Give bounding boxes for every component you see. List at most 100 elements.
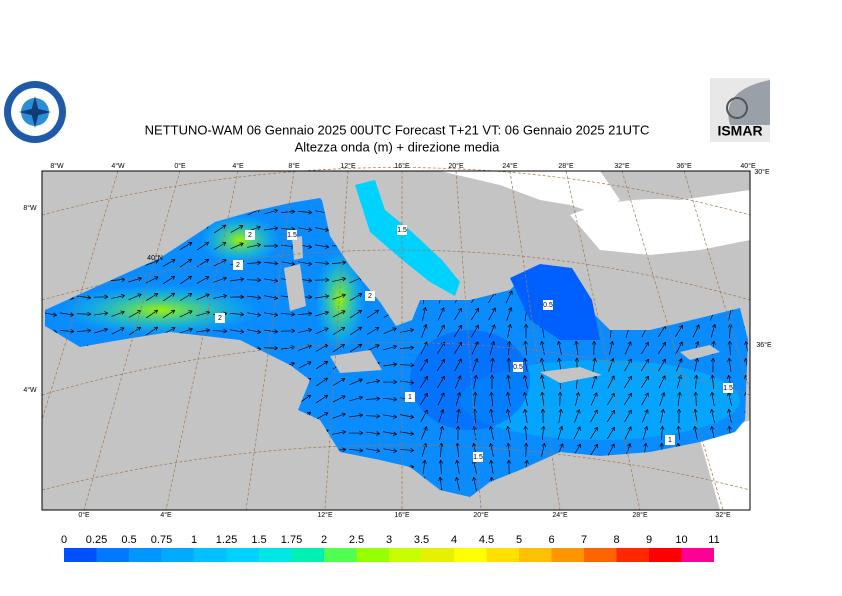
top-label: 8°E: [288, 162, 300, 170]
colorbar-label: 5: [516, 534, 522, 546]
wave-direction: [471, 324, 479, 338]
top-label: 12°E: [340, 162, 356, 170]
wave-direction: [472, 476, 477, 491]
wave-direction: [592, 357, 597, 372]
wave-direction: [59, 329, 75, 334]
wave-direction: [607, 426, 616, 440]
wave-direction: [727, 357, 732, 372]
colorbar-label: 4.5: [479, 534, 494, 546]
wave-direction: [45, 312, 58, 317]
wave-direction: [213, 276, 227, 283]
wave-direction: [710, 391, 715, 406]
wave-direction: [298, 261, 313, 266]
wave-direction: [590, 409, 598, 423]
wave-direction: [332, 277, 347, 282]
contour-label-bg: [233, 260, 243, 270]
wave-field: [60, 285, 260, 335]
wave-direction: [314, 277, 330, 283]
wave-direction: [727, 408, 732, 423]
wave-direction: [230, 329, 245, 334]
wave-direction: [332, 378, 346, 386]
wave-direction: [710, 357, 716, 373]
wave-direction: [710, 324, 717, 338]
right-label: 30°E: [754, 168, 770, 176]
colorbar-label: 1: [191, 534, 197, 546]
wave-direction: [438, 459, 444, 475]
wave-direction: [589, 443, 599, 457]
wave-direction: [437, 324, 445, 338]
wave-field: [315, 250, 365, 350]
contour-label: 0.5: [513, 364, 523, 371]
wave-direction: [523, 323, 529, 339]
top-label: 36°E: [676, 162, 692, 170]
wave-direction: [179, 293, 193, 301]
wave-direction: [609, 340, 615, 355]
graticule: [324, 170, 349, 511]
logo-left: [4, 81, 66, 143]
wave-direction: [297, 210, 313, 215]
wave-direction: [506, 307, 513, 321]
wave-direction: [490, 357, 495, 372]
wave-direction: [589, 426, 599, 440]
wave-direction: [212, 328, 228, 334]
wave-direction: [350, 326, 363, 336]
wave-direction: [333, 343, 346, 353]
wave-direction: [507, 323, 512, 338]
wave-direction: [540, 408, 546, 424]
wave-direction: [179, 241, 193, 250]
colorbar-label: 0: [61, 534, 67, 546]
wave-direction: [246, 260, 262, 265]
wave-direction: [366, 344, 380, 352]
graticule: [245, 170, 295, 511]
wave-direction: [366, 309, 380, 319]
wave-direction: [264, 278, 279, 283]
wave-direction: [94, 311, 109, 316]
wave-direction: [710, 374, 715, 389]
wave-direction: [456, 408, 461, 423]
wave-direction: [400, 414, 415, 419]
colorbar-swatch: [454, 548, 487, 562]
wave-direction: [383, 362, 398, 367]
wave-direction: [280, 312, 296, 317]
graticule: [683, 170, 751, 391]
wave-direction: [540, 340, 545, 355]
colorbar-label: 7: [581, 534, 587, 546]
wave-direction: [727, 340, 733, 356]
wave-direction: [383, 414, 398, 419]
top-label: 8°W: [50, 162, 64, 170]
wave-direction: [506, 442, 511, 457]
wave-direction: [348, 448, 364, 453]
wave-direction: [349, 293, 363, 301]
wave-direction: [506, 357, 512, 373]
top-label: 32°E: [614, 162, 630, 170]
wave-direction: [331, 260, 347, 265]
colorbar-swatch: [161, 548, 194, 562]
wave-direction: [111, 294, 126, 299]
top-label: 4°W: [111, 162, 125, 170]
wave-direction: [505, 290, 513, 304]
wave-direction: [366, 448, 381, 453]
wave-direction: [455, 425, 461, 441]
contour-label-bg: [397, 225, 407, 235]
wave-direction: [506, 459, 512, 475]
wave-direction: [263, 243, 279, 249]
wave-direction: [420, 341, 428, 355]
colorbar-label: 3: [386, 534, 392, 546]
wave-direction: [541, 442, 547, 457]
colorbar-label: 0.75: [151, 534, 172, 546]
contour-label: 1.5: [723, 385, 733, 392]
wave-direction: [660, 425, 665, 441]
wave-direction: [557, 426, 564, 440]
bottom-label: 20°E: [473, 511, 489, 519]
wave-direction: [641, 409, 649, 423]
wave-direction: [523, 442, 529, 458]
bottom-label: 0°E: [78, 511, 90, 519]
wave-direction: [382, 379, 398, 385]
wave-direction: [658, 375, 666, 389]
wave-direction: [660, 408, 665, 423]
top-label: 4°E: [232, 162, 244, 170]
wave-direction: [128, 276, 142, 283]
contour-label-bg: [513, 362, 523, 372]
wave-direction: [230, 277, 245, 282]
wave-direction: [439, 425, 444, 440]
